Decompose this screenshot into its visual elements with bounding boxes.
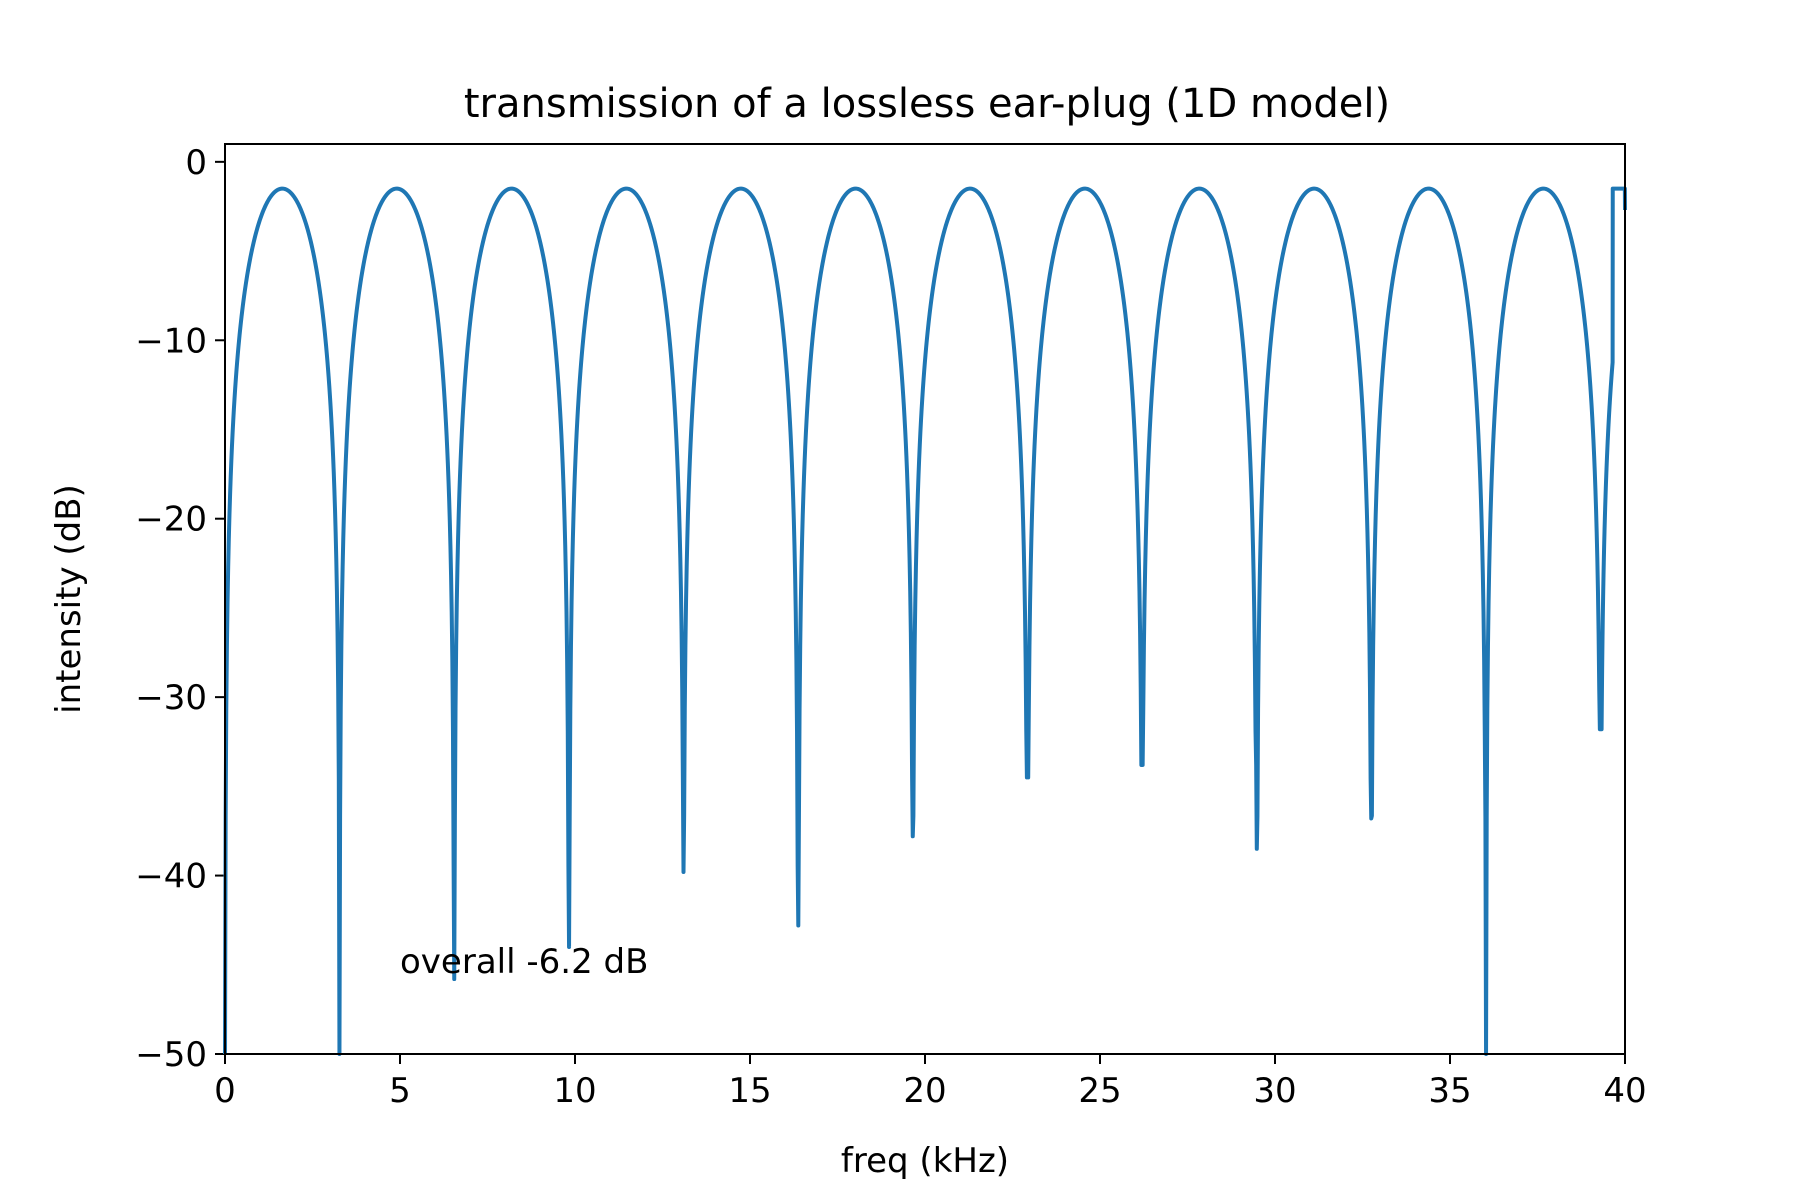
y-tick-label: −40 [135,857,207,897]
y-tick-label: 0 [185,143,207,183]
x-tick-label: 0 [214,1071,236,1111]
x-tick-label: 20 [903,1071,946,1111]
x-tick-label: 5 [389,1071,411,1111]
y-tick-label: −30 [135,678,207,718]
plot-frame [224,143,1626,1055]
y-tick-label: −50 [135,1035,207,1075]
y-axis: 0 −10 −20 −30 −40 −50 [135,143,225,1075]
series-line-transmission [223,186,1627,1056]
x-tick-label: 10 [553,1071,596,1111]
x-tick-label: 35 [1428,1071,1471,1111]
chart-title: transmission of a lossless ear-plug (1D … [464,81,1390,127]
x-tick-label: 15 [728,1071,771,1111]
x-tick-label: 25 [1078,1071,1121,1111]
y-tick-label: −20 [135,500,207,540]
x-axis-label: freq (kHz) [841,1141,1009,1181]
x-tick-label: 40 [1603,1071,1646,1111]
x-tick-label: 30 [1253,1071,1296,1111]
y-tick-label: −10 [135,321,207,361]
x-axis: 0 5 10 15 20 25 30 35 40 [214,1054,1647,1111]
y-axis-label: intensity (dB) [49,484,89,714]
annotation-overall: overall -6.2 dB [400,942,648,982]
